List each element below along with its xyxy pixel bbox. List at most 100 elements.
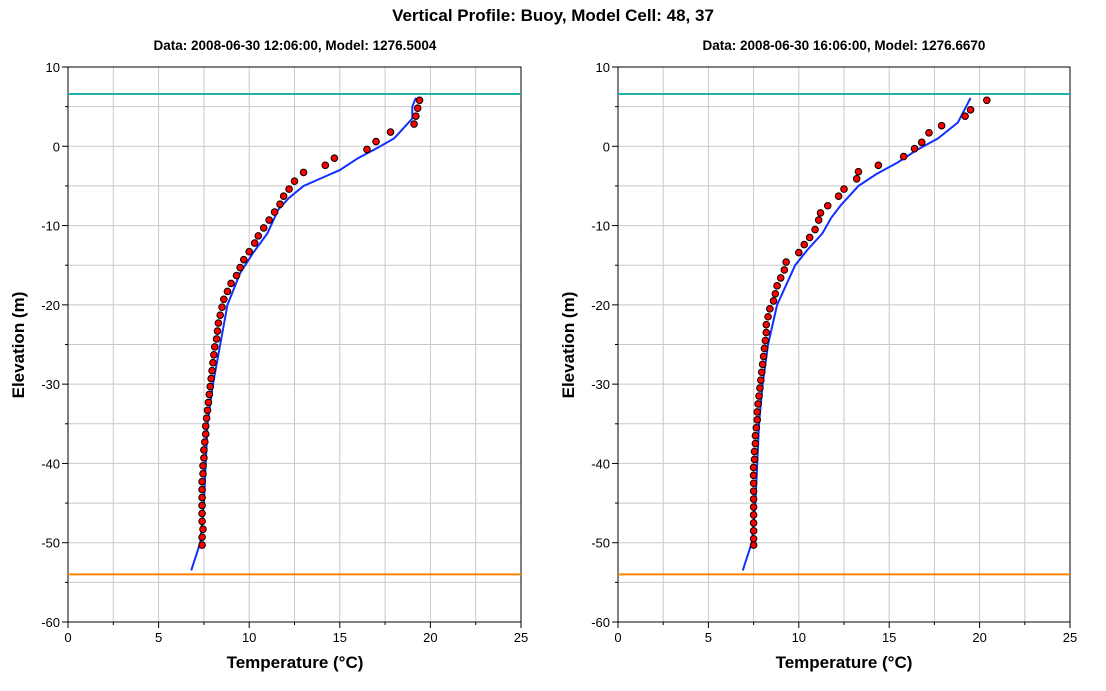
right-data-point	[749, 471, 758, 480]
right-data-point	[752, 423, 761, 432]
left-data-point	[204, 398, 213, 407]
right-data-point	[749, 503, 758, 511]
left-data-point	[198, 501, 206, 510]
left-y-tick-label: -30	[41, 377, 60, 392]
right-x-tick-label: 25	[1063, 630, 1077, 645]
right-data-point	[776, 274, 785, 282]
right-data-point	[814, 216, 823, 224]
right-data-point	[780, 266, 789, 274]
right-data-point	[961, 112, 969, 120]
left-plot-frame	[67, 66, 522, 623]
right-data-point	[749, 495, 758, 503]
right-data-point	[756, 384, 764, 392]
left-panel-title: Data: 2008-06-30 12:06:00, Model: 1276.5…	[154, 38, 437, 53]
left-data-point	[410, 120, 418, 128]
right-data-point	[771, 289, 780, 298]
right-data-point	[751, 439, 760, 448]
right-data-point	[753, 416, 762, 424]
right-data-point	[840, 185, 848, 193]
left-data-point	[220, 295, 228, 304]
left-data-point	[207, 374, 215, 383]
right-data-point	[766, 305, 774, 313]
left-data-point	[223, 287, 232, 296]
left-data-point	[227, 279, 235, 288]
right-data-point	[782, 258, 790, 266]
right-data-point	[749, 534, 758, 543]
left-y-tick-label: 0	[53, 139, 60, 154]
right-x-tick-label: 0	[614, 630, 621, 645]
left-x-tick-label: 20	[423, 630, 437, 645]
left-data-point	[232, 271, 241, 280]
left-data-point	[259, 224, 268, 232]
right-plot-frame	[617, 66, 1071, 623]
left-data-point	[412, 112, 420, 120]
left-data-point	[202, 414, 211, 423]
left-y-tick-label: -40	[41, 456, 60, 471]
left-y-tick-label: -20	[41, 298, 60, 313]
right-x-tick-label: 10	[792, 630, 806, 645]
right-data-point	[769, 297, 778, 305]
right-data-point	[805, 233, 814, 242]
left-data-point	[214, 319, 223, 327]
left-data-point	[198, 517, 206, 526]
right-data-point	[749, 527, 758, 535]
right-data-point	[762, 320, 771, 329]
left-data-point	[201, 422, 210, 430]
left-data-point	[250, 239, 259, 247]
left-data-point	[198, 493, 206, 502]
left-data-point	[265, 216, 273, 224]
right-y-axis-label: Elevation (m)	[559, 292, 578, 399]
right-data-point	[795, 248, 803, 257]
left-data-point	[210, 343, 219, 351]
right-data-point	[811, 225, 819, 234]
left-data-point	[239, 255, 248, 264]
right-data-point	[750, 455, 759, 464]
left-data-point	[372, 137, 380, 146]
right-x-axis-label: Temperature (°C)	[776, 653, 913, 672]
right-data-point	[755, 392, 763, 400]
left-data-point	[285, 185, 293, 193]
right-x-tick-label: 15	[882, 630, 896, 645]
left-y-tick-label: -10	[41, 219, 60, 234]
right-data-point	[749, 463, 758, 472]
left-y-tick-label: -60	[41, 615, 60, 630]
right-data-point	[917, 138, 926, 147]
right-y-tick-label: -20	[591, 298, 610, 313]
left-data-point	[200, 454, 208, 462]
right-data-point	[910, 144, 919, 153]
right-y-tick-label: -40	[591, 456, 610, 471]
left-x-tick-label: 15	[333, 630, 347, 645]
right-data-point	[754, 400, 762, 408]
right-panel-title: Data: 2008-06-30 16:06:00, Model: 1276.6…	[703, 38, 986, 53]
right-data-point	[816, 209, 825, 217]
right-x-tick-label: 20	[972, 630, 986, 645]
right-data-point	[762, 328, 771, 337]
right-y-tick-label: 10	[596, 60, 610, 75]
figure-title: Vertical Profile: Buoy, Model Cell: 48, …	[392, 6, 714, 25]
right-data-point	[758, 360, 767, 369]
left-x-axis-label: Temperature (°C)	[227, 653, 364, 672]
right-data-point	[800, 240, 809, 249]
left-data-point	[201, 438, 209, 446]
right-panel: Data: 2008-06-30 16:06:00, Model: 1276.6…	[559, 38, 1077, 672]
left-data-point	[199, 525, 207, 534]
left-y-tick-label: 10	[46, 60, 60, 75]
right-data-point	[761, 336, 770, 345]
right-data-point	[753, 408, 762, 416]
right-data-point	[749, 487, 758, 495]
right-data-point	[759, 352, 768, 361]
right-data-point	[852, 174, 861, 183]
right-data-point	[751, 431, 760, 440]
right-data-point	[773, 282, 781, 290]
right-data-point	[760, 344, 769, 353]
left-x-tick-label: 0	[64, 630, 71, 645]
right-y-tick-label: -60	[591, 615, 610, 630]
left-data-point	[205, 390, 214, 399]
left-data-point	[198, 509, 206, 518]
left-data-point	[216, 311, 225, 319]
left-y-tick-label: -50	[41, 536, 60, 551]
right-data-point	[764, 312, 772, 321]
left-x-tick-label: 10	[242, 630, 256, 645]
left-panel: Data: 2008-06-30 12:06:00, Model: 1276.5…	[9, 38, 528, 672]
left-data-point	[415, 96, 424, 105]
